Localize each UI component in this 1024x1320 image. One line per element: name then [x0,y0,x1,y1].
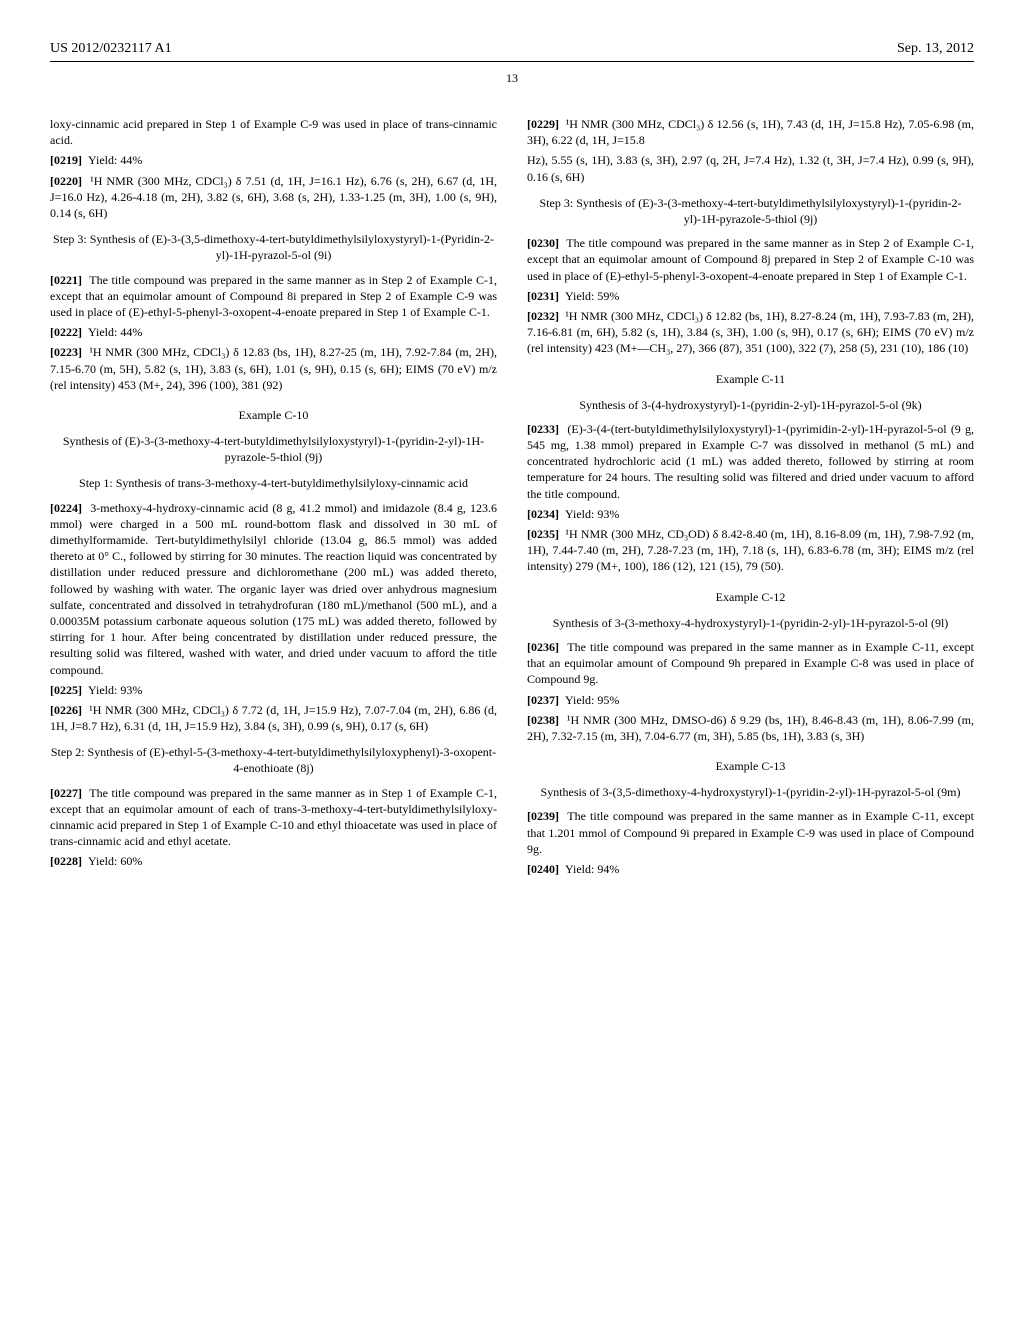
para-0238: [0238] ¹H NMR (300 MHz, DMSO-d6) δ 9.29 … [527,712,974,744]
publication-number: US 2012/0232117 A1 [50,40,172,59]
example-c13-title: Synthesis of 3-(3,5-dimethoxy-4-hydroxys… [527,784,974,800]
para-0236: [0236] The title compound was prepared i… [527,639,974,688]
example-c11-title: Synthesis of 3-(4-hydroxystyryl)-1-(pyri… [527,397,974,413]
example-c12: Example C-12 [527,589,974,605]
step-title-step1-9j: Step 1: Synthesis of trans-3-methoxy-4-t… [50,475,497,491]
para-0239: [0239] The title compound was prepared i… [527,808,974,857]
example-c13: Example C-13 [527,758,974,774]
para-label: [0229] [527,117,559,131]
para-text: The title compound was prepared in the s… [527,236,974,282]
para-0234: [0234] Yield: 93% [527,506,974,522]
para-0224: [0224] 3-methoxy-4-hydroxy-cinnamic acid… [50,500,497,678]
para-label: [0235] [527,527,559,541]
para-label: [0226] [50,703,82,717]
para-label: [0222] [50,325,82,339]
para-text: ¹H NMR (300 MHz, CDCl₃) δ 7.51 (d, 1H, J… [50,174,497,220]
para-text: (E)-3-(4-(tert-butyldimethylsilyloxystyr… [527,422,974,501]
page-header: US 2012/0232117 A1 Sep. 13, 2012 [50,40,974,62]
para-0227: [0227] The title compound was prepared i… [50,785,497,850]
para-label: [0223] [50,345,82,359]
para-text: ¹H NMR (300 MHz, CDCl₃) δ 7.72 (d, 1H, J… [50,703,497,733]
para-label: [0228] [50,854,82,868]
para-0237: [0237] Yield: 95% [527,692,974,708]
para-text: ¹H NMR (300 MHz, DMSO-d6) δ 9.29 (bs, 1H… [527,713,974,743]
para-0222: [0222] Yield: 44% [50,324,497,340]
para-0240: [0240] Yield: 94% [527,861,974,877]
para-text: Yield: 60% [88,854,142,868]
para-0230: [0230] The title compound was prepared i… [527,235,974,284]
para-label: [0219] [50,153,82,167]
para-0235: [0235] ¹H NMR (300 MHz, CD₃OD) δ 8.42-8.… [527,526,974,575]
para-0231: [0231] Yield: 59% [527,288,974,304]
para-label: [0220] [50,174,82,188]
page-number: 13 [50,70,974,86]
para-label: [0232] [527,309,559,323]
para-text: The title compound was prepared in the s… [50,273,497,319]
para-0220: [0220] ¹H NMR (300 MHz, CDCl₃) δ 7.51 (d… [50,173,497,222]
para-text: ¹H NMR (300 MHz, CDCl₃) δ 12.56 (s, 1H),… [527,117,974,147]
para-0218-cont: loxy-cinnamic acid prepared in Step 1 of… [50,116,497,148]
para-text: The title compound was prepared in the s… [527,640,974,686]
para-text: The title compound was prepared in the s… [50,786,497,849]
para-0226: [0226] ¹H NMR (300 MHz, CDCl₃) δ 7.72 (d… [50,702,497,734]
example-c10: Example C-10 [50,407,497,423]
para-0229: [0229] ¹H NMR (300 MHz, CDCl₃) δ 12.56 (… [527,116,974,148]
para-0229-cont: Hz), 5.55 (s, 1H), 3.83 (s, 3H), 2.97 (q… [527,152,974,184]
para-label: [0237] [527,693,559,707]
example-c10-title: Synthesis of (E)-3-(3-methoxy-4-tert-but… [50,433,497,465]
para-0233: [0233] (E)-3-(4-(tert-butyldimethylsilyl… [527,421,974,502]
para-label: [0233] [527,422,559,436]
para-0228: [0228] Yield: 60% [50,853,497,869]
para-text: ¹H NMR (300 MHz, CDCl₃) δ 12.83 (bs, 1H)… [50,345,497,391]
para-0221: [0221] The title compound was prepared i… [50,272,497,321]
para-label: [0227] [50,786,82,800]
para-label: [0239] [527,809,559,823]
para-text: ¹H NMR (300 MHz, CD₃OD) δ 8.42-8.40 (m, … [527,527,974,573]
step-title-9j: Step 3: Synthesis of (E)-3-(3-methoxy-4-… [527,195,974,227]
para-text: Yield: 44% [88,325,142,339]
para-label: [0224] [50,501,82,515]
para-label: [0230] [527,236,559,250]
example-c12-title: Synthesis of 3-(3-methoxy-4-hydroxystyry… [527,615,974,631]
para-text: Yield: 44% [88,153,142,167]
para-0225: [0225] Yield: 93% [50,682,497,698]
body-columns: loxy-cinnamic acid prepared in Step 1 of… [50,116,974,877]
para-label: [0234] [527,507,559,521]
para-0223: [0223] ¹H NMR (300 MHz, CDCl₃) δ 12.83 (… [50,344,497,393]
example-c11: Example C-11 [527,371,974,387]
para-text: Yield: 93% [88,683,142,697]
para-label: [0236] [527,640,559,654]
para-text: Yield: 93% [565,507,619,521]
para-text: 3-methoxy-4-hydroxy-cinnamic acid (8 g, … [50,501,497,677]
para-text: ¹H NMR (300 MHz, CDCl₃) δ 12.82 (bs, 1H)… [527,309,974,355]
para-text: Yield: 59% [565,289,619,303]
step-title-8j: Step 2: Synthesis of (E)-ethyl-5-(3-meth… [50,744,497,776]
para-label: [0231] [527,289,559,303]
para-text: Yield: 95% [565,693,619,707]
para-label: [0238] [527,713,559,727]
para-text: Yield: 94% [565,862,619,876]
para-text: The title compound was prepared in the s… [527,809,974,855]
publication-date: Sep. 13, 2012 [897,40,974,59]
para-label: [0240] [527,862,559,876]
para-label: [0221] [50,273,82,287]
para-label: [0225] [50,683,82,697]
para-0232: [0232] ¹H NMR (300 MHz, CDCl₃) δ 12.82 (… [527,308,974,357]
step-title-9i: Step 3: Synthesis of (E)-3-(3,5-dimethox… [50,231,497,263]
para-0219: [0219] Yield: 44% [50,152,497,168]
